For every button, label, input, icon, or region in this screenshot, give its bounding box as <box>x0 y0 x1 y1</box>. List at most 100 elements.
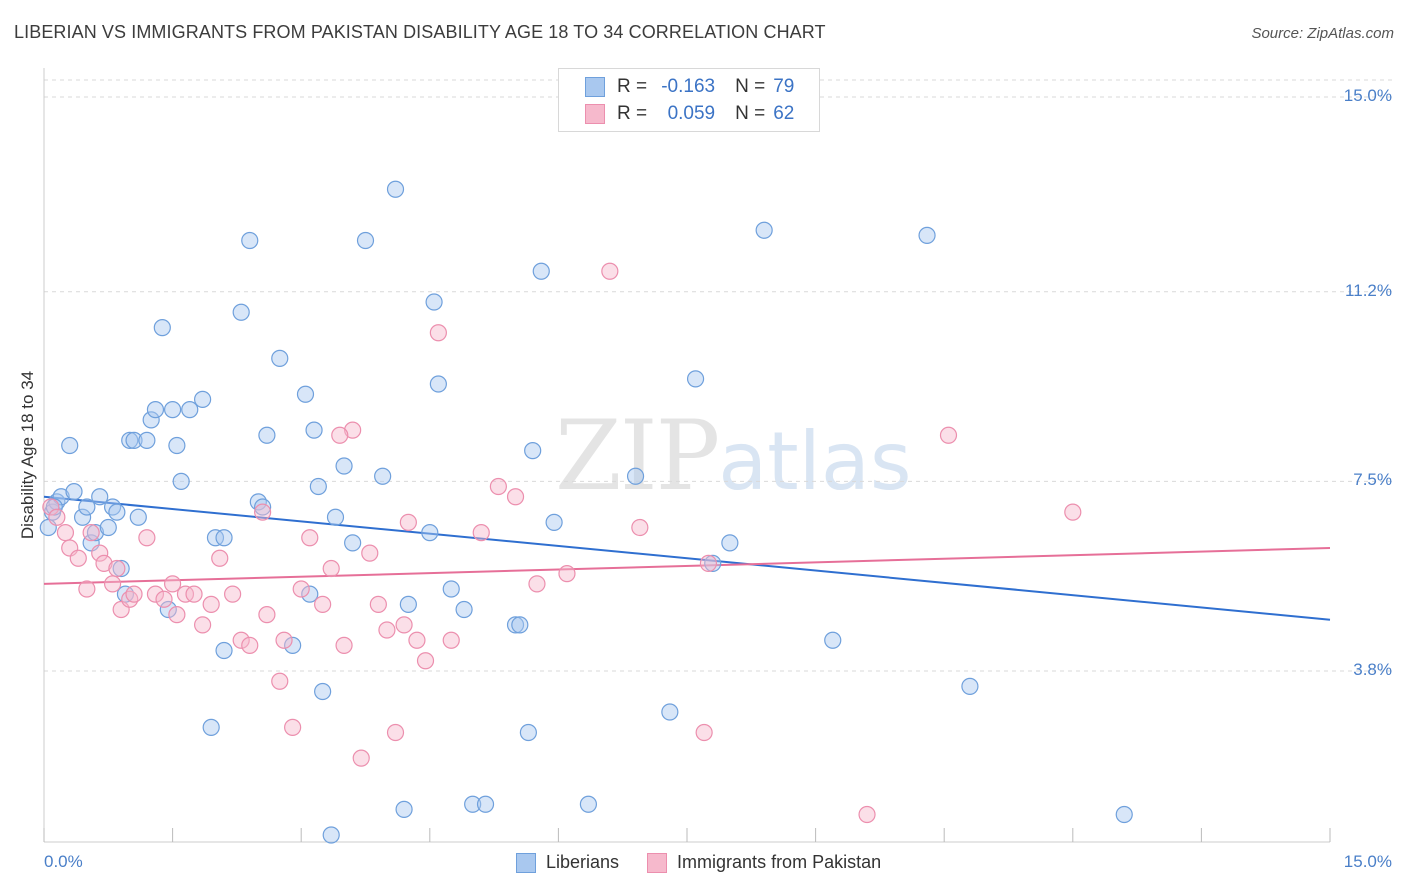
liberian-point <box>455 600 473 619</box>
pakistan-point <box>194 616 212 634</box>
pakistan-point <box>699 554 718 572</box>
liberian-point <box>61 436 79 455</box>
legend-item-liberians: Liberians <box>516 852 619 873</box>
liberian-point <box>429 375 447 393</box>
liberian-point <box>194 390 212 408</box>
legend-n-value: 62 <box>773 103 795 124</box>
pakistan-point <box>284 718 302 736</box>
pakistan-point <box>601 262 619 280</box>
liberian-point <box>168 436 186 455</box>
legend-r-label: R = <box>617 103 648 124</box>
pakistan-point <box>254 503 272 521</box>
pakistan-trend-line <box>43 547 1331 585</box>
pakistan-point <box>224 585 242 603</box>
liberian-point <box>284 636 302 654</box>
liberian-point <box>172 472 190 490</box>
pakistan-point <box>429 324 447 342</box>
stats-legend: R = -0.163 N = 79 R = 0.059 N = 62 <box>558 68 820 132</box>
pakistan-point <box>69 549 87 567</box>
x-tick-label-max: 15.0% <box>1343 852 1392 871</box>
liberian-point <box>755 221 773 239</box>
liberian-point <box>138 431 156 449</box>
pakistan-point <box>56 524 75 542</box>
liberian-point <box>399 595 417 613</box>
y-axis-label: Disability Age 18 to 34 <box>18 370 37 540</box>
pakistan-point <box>528 575 546 593</box>
pakistan-point <box>695 723 713 742</box>
liberian-point <box>254 498 272 516</box>
legend-n-label: N = <box>735 103 766 124</box>
pakistan-point <box>399 513 417 531</box>
pakistan-point <box>185 585 203 603</box>
liberian-point <box>464 795 482 813</box>
pakistan-point <box>331 426 349 444</box>
axes <box>43 68 1331 843</box>
liberian-point <box>215 641 233 660</box>
pakistan-point <box>202 595 220 613</box>
pakistan-point <box>103 575 122 593</box>
pakistan-point <box>271 672 289 690</box>
liberian-point <box>241 231 259 250</box>
liberian-point <box>202 718 220 736</box>
legend-swatch-pink <box>647 852 668 873</box>
x-tick-label-min: 0.0% <box>44 852 83 871</box>
liberian-point <box>52 488 70 506</box>
liberian-point <box>476 795 495 813</box>
pakistan-point <box>416 652 435 670</box>
watermark-atlas: atlas <box>718 415 912 508</box>
liberian-point <box>309 477 327 496</box>
liberian-point <box>395 800 413 818</box>
pakistan-point <box>138 529 156 547</box>
legend-r-label: R = <box>617 76 648 97</box>
pakistan-point <box>442 631 460 649</box>
pakistan-point <box>386 723 405 742</box>
liberian-point <box>532 262 550 280</box>
pakistan-point <box>352 749 370 767</box>
liberian-point <box>181 401 199 419</box>
pakistan-point <box>95 554 113 572</box>
liberian-point <box>78 498 96 516</box>
pakistan-point <box>506 488 525 506</box>
pakistan-point <box>91 544 109 562</box>
legend-n-value: 79 <box>773 76 795 97</box>
liberian-point <box>824 631 842 649</box>
legend-n-label: N = <box>735 76 766 97</box>
pakistan-point <box>369 595 387 613</box>
liberian-point <box>99 518 117 537</box>
liberian-point <box>524 442 542 460</box>
liberian-point <box>164 401 182 419</box>
pakistan-point <box>631 518 649 537</box>
legend-row-liberians: R = -0.163 N = 79 <box>585 76 794 98</box>
liberian-trend-line <box>43 495 1331 621</box>
liberian-point <box>121 431 139 449</box>
pakistan-point <box>489 477 507 496</box>
legend-r-value: 0.059 <box>667 103 716 124</box>
legend-label-pakistan: Immigrants from Pakistan <box>677 852 882 872</box>
legend-row-pakistan: R = 0.059 N = 62 <box>585 103 794 125</box>
liberian-point <box>146 401 165 419</box>
pakistan-point <box>164 575 182 593</box>
liberian-point <box>258 426 276 444</box>
liberian-point <box>918 226 936 244</box>
pakistan-point <box>558 565 576 583</box>
liberian-point <box>65 483 83 501</box>
liberian-point <box>344 534 362 552</box>
liberian-point <box>421 524 439 542</box>
chart-title: LIBERIAN VS IMMIGRANTS FROM PAKISTAN DIS… <box>14 22 826 42</box>
watermark: ZIPatlas <box>555 400 912 512</box>
legend-label-liberians: Liberians <box>546 852 620 872</box>
liberian-point <box>511 616 529 634</box>
pakistan-point <box>146 585 165 603</box>
pakistan-point <box>48 508 66 526</box>
pakistan-point <box>275 631 293 649</box>
liberian-point <box>129 508 147 526</box>
liberian-point <box>301 585 319 603</box>
source-credit: Source: ZipAtlas.com <box>1251 25 1394 42</box>
pakistan-point <box>472 524 490 542</box>
pakistan-point <box>232 631 250 649</box>
liberian-point <box>425 293 443 311</box>
pakistan-point <box>292 580 310 598</box>
legend-swatch-blue <box>516 852 536 873</box>
liberian-point <box>322 826 340 844</box>
